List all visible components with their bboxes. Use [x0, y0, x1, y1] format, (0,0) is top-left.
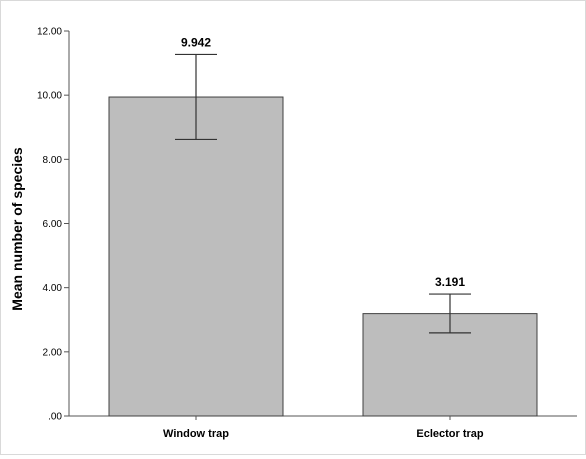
- y-axis-ticks: .00 2.00 4.00 6.00 8.00 10.00 12.00: [37, 27, 69, 423]
- y-tick-label: 4.00: [43, 283, 63, 294]
- x-axis-labels: Window trap Eclector trap: [163, 416, 484, 440]
- bars: 9.942 3.191: [108, 35, 538, 417]
- y-tick-label: 2.00: [43, 347, 63, 358]
- x-tick-label: Eclector trap: [416, 428, 484, 440]
- data-label: 3.191: [435, 275, 465, 289]
- y-tick-label: 6.00: [43, 219, 63, 230]
- y-tick-label: 10.00: [37, 91, 62, 102]
- y-axis-title: Mean number of species: [9, 147, 25, 311]
- y-tick-label: 12.00: [37, 27, 62, 38]
- y-tick-label: 8.00: [43, 155, 63, 166]
- bar: [108, 96, 284, 417]
- y-tick-label: .00: [48, 412, 62, 423]
- x-tick-label: Window trap: [163, 428, 229, 440]
- data-label: 9.942: [181, 35, 211, 49]
